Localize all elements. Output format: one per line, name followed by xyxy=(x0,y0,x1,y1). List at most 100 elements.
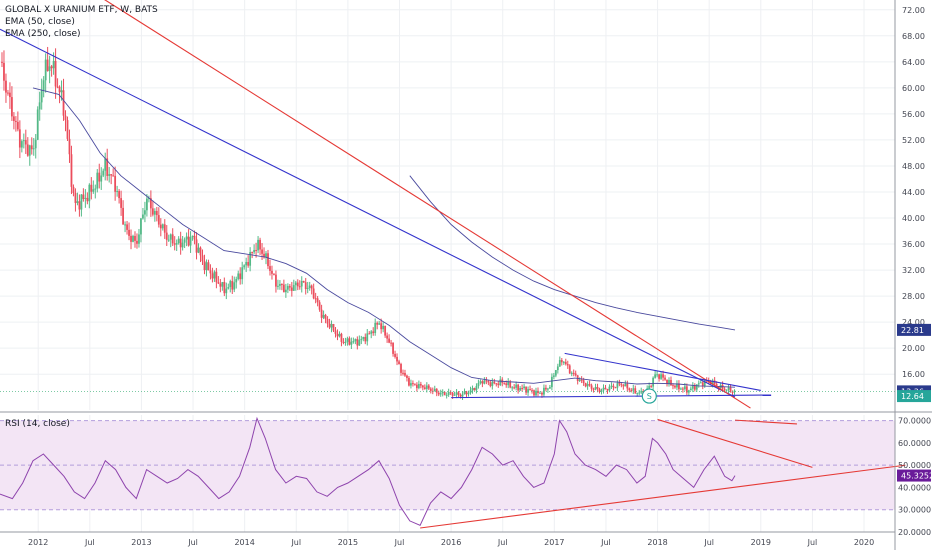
rsi-value-tag-box xyxy=(897,469,931,482)
chart-legend: GLOBAL X URANIUM ETF, W, BATS EMA (50, c… xyxy=(5,4,158,40)
candle-body xyxy=(626,383,629,389)
price-trendline xyxy=(0,28,736,398)
split-marker-label: S xyxy=(647,392,652,401)
candle-body xyxy=(271,270,273,274)
candle-body xyxy=(533,390,535,396)
candle-body xyxy=(459,394,462,397)
candle-body xyxy=(491,381,494,387)
candle-body xyxy=(537,390,539,393)
candle-body xyxy=(517,384,520,391)
candle-body xyxy=(398,361,400,364)
candle-body xyxy=(455,392,458,395)
candle-body xyxy=(445,395,448,397)
candle-body xyxy=(197,247,200,253)
candle-body xyxy=(142,214,144,219)
candle-body xyxy=(157,215,160,225)
candle-body xyxy=(96,172,99,189)
candle-body xyxy=(332,323,335,331)
candle-body xyxy=(300,280,303,287)
candle-body xyxy=(658,374,660,379)
candle-body xyxy=(324,314,327,320)
candle-body xyxy=(181,242,184,248)
candle-body xyxy=(231,281,234,290)
candle-body xyxy=(106,158,109,176)
candle-body xyxy=(153,210,156,215)
candle-body xyxy=(614,387,617,389)
candle-body xyxy=(1,61,3,63)
candle-body xyxy=(108,174,111,176)
symbol-title[interactable]: GLOBAL X URANIUM ETF, W, BATS xyxy=(5,5,158,15)
candle-body xyxy=(650,385,653,387)
candle-body xyxy=(126,224,128,230)
time-tick-label: 2019 xyxy=(751,538,771,547)
candle-body xyxy=(515,384,518,388)
rsi-value-tag-text: 45.3252 xyxy=(901,472,932,481)
candle-body xyxy=(116,191,119,193)
candle-body xyxy=(447,392,450,396)
candle-body xyxy=(632,388,635,391)
ema50-line xyxy=(32,87,736,388)
time-tick-label: 2017 xyxy=(544,538,564,547)
rsi-y-axis[interactable]: 70.0000 60.0000 50.0000 40.0000 30.0000 20.00… xyxy=(898,417,931,537)
candle-body xyxy=(185,236,188,240)
candle-body xyxy=(147,198,150,200)
candle-body xyxy=(457,392,460,395)
candle-body xyxy=(638,392,641,394)
candle-body xyxy=(68,138,71,155)
candle-body xyxy=(680,388,682,390)
candle-body xyxy=(98,172,101,182)
rsi-legend-label[interactable]: RSI (14, close) xyxy=(5,419,70,429)
candle-body xyxy=(467,392,470,395)
candle-body xyxy=(362,337,365,339)
candle-body xyxy=(687,390,690,393)
candle-body xyxy=(600,390,603,392)
candle-body xyxy=(294,282,297,286)
time-tick-label: Jul xyxy=(497,538,508,547)
candle-body xyxy=(479,381,482,384)
candle-body xyxy=(503,382,506,384)
candle-body xyxy=(588,384,591,386)
time-x-axis[interactable]: 2012 Jul 2013 Jul 2014 Jul 2015 Jul 2016 Jul 2017 J… xyxy=(28,538,874,547)
candle-body xyxy=(237,273,240,279)
candle-body xyxy=(421,385,424,388)
candle-body xyxy=(471,387,474,391)
candle-body xyxy=(284,289,287,293)
candle-body xyxy=(36,109,39,140)
price-y-axis[interactable]: 72.00 68.00 64.00 60.00 56.00 52.00 48.00 44.00… xyxy=(902,6,925,379)
rsi-line xyxy=(0,416,736,526)
candle-body xyxy=(275,274,277,287)
candle-body xyxy=(203,261,206,271)
candle-body xyxy=(376,322,379,325)
candle-body xyxy=(437,392,440,395)
price-tick-label: 28.00 xyxy=(902,292,925,301)
candle-body xyxy=(292,285,295,291)
candle-body xyxy=(406,375,408,378)
candle-body xyxy=(217,282,220,284)
candle-body xyxy=(566,364,569,366)
candle-body xyxy=(598,388,601,392)
candle-body xyxy=(114,175,117,192)
candle-body xyxy=(7,92,9,94)
price-trendline xyxy=(104,0,751,409)
candle-body xyxy=(435,388,438,393)
candle-body xyxy=(136,240,138,244)
candle-body xyxy=(519,388,522,391)
ema50-legend[interactable]: EMA (50, close) xyxy=(5,17,75,27)
time-tick-label: Jul xyxy=(84,538,95,547)
candle-body xyxy=(233,282,236,290)
candle-body xyxy=(144,210,146,215)
candle-body xyxy=(169,234,172,240)
candle-body xyxy=(693,385,696,390)
candle-body xyxy=(509,381,512,388)
candle-body xyxy=(11,97,13,117)
price-tick-label: 56.00 xyxy=(902,110,925,119)
candle-body xyxy=(372,331,375,334)
candle-body xyxy=(326,319,329,324)
candle-body xyxy=(564,361,567,365)
price-tag-12-64-box xyxy=(897,390,931,403)
candle-body xyxy=(336,333,339,337)
ema250-legend[interactable]: EMA (250, close) xyxy=(5,29,81,39)
candle-body xyxy=(316,298,319,303)
candle-body xyxy=(386,335,389,339)
candle-body xyxy=(60,90,63,93)
